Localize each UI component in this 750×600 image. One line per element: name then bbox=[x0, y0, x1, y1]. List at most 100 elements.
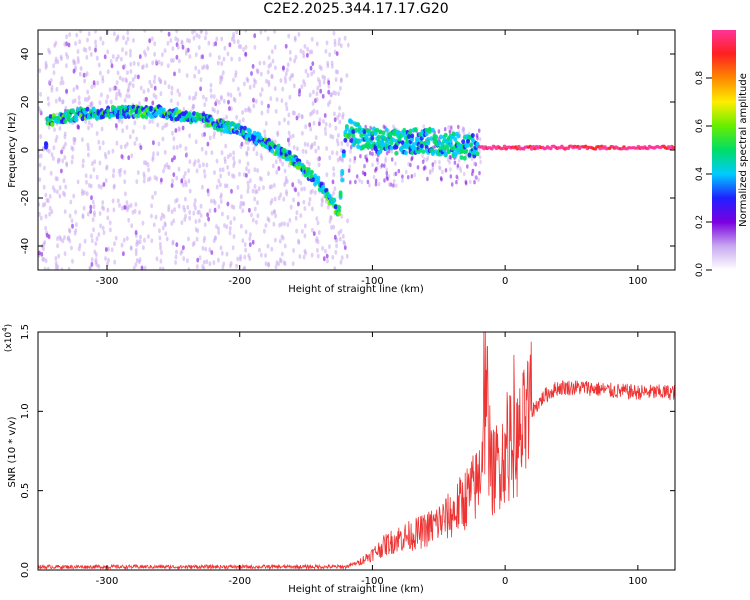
spectrogram-cell bbox=[335, 243, 338, 249]
spectrogram-cell bbox=[131, 83, 135, 88]
spectrogram-cell bbox=[90, 123, 94, 128]
spectrogram-cell bbox=[220, 96, 223, 101]
spectrogram-cell bbox=[243, 81, 246, 87]
spectrogram-cells bbox=[38, 30, 675, 270]
spectrogram-cell bbox=[337, 91, 340, 96]
spectrogram-cell bbox=[267, 261, 270, 267]
spectrogram-cell bbox=[226, 91, 230, 97]
spectrogram-y-axis: -40 -20 0 20 40 bbox=[20, 48, 675, 254]
spectrogram-cell bbox=[278, 120, 281, 126]
spectrogram-cell bbox=[272, 221, 276, 227]
spectrogram-cell bbox=[103, 54, 107, 60]
spectrogram-ridge-cell bbox=[392, 128, 397, 134]
spectrogram-cell bbox=[336, 69, 339, 75]
spectrogram-cell bbox=[272, 183, 276, 188]
spectrogram-cell bbox=[266, 69, 270, 75]
spectrogram-cell bbox=[120, 56, 123, 62]
spectrogram-cell bbox=[371, 162, 374, 168]
spectrogram-cell bbox=[282, 65, 285, 71]
spectrogram-ridge-cell bbox=[362, 129, 367, 135]
spectrogram-cell bbox=[270, 198, 274, 203]
spectrogram-cell bbox=[259, 92, 262, 97]
spectrogram-cell bbox=[256, 213, 260, 219]
spectrogram-ridge-cell bbox=[437, 140, 442, 146]
spectrogram-cell bbox=[44, 214, 48, 219]
spectrogram-cell bbox=[374, 178, 378, 183]
spectrogram-cell bbox=[253, 184, 257, 189]
spectrogram-cell bbox=[132, 265, 136, 270]
spectrogram-ridge-cell bbox=[192, 111, 197, 116]
spectrogram-cell bbox=[182, 204, 186, 210]
spectrogram-cell bbox=[48, 50, 52, 55]
spectrogram-cell bbox=[223, 45, 227, 51]
spectrogram-cell bbox=[365, 153, 369, 159]
spectrogram-ridge-cell bbox=[668, 147, 672, 151]
spectrogram-cell bbox=[274, 109, 278, 114]
spectrogram-cell bbox=[267, 82, 271, 87]
spectrogram-cell bbox=[131, 210, 135, 215]
spectrogram-cell bbox=[332, 172, 336, 177]
spectrogram-cell bbox=[91, 217, 95, 223]
spectrogram-cell bbox=[95, 236, 99, 242]
spectrogram-cell bbox=[107, 246, 110, 252]
spectrogram-ridge-cell bbox=[475, 151, 480, 157]
spectrogram-ridge-cell bbox=[349, 138, 354, 144]
spectrogram-cell bbox=[341, 234, 345, 239]
spectrogram-cell bbox=[380, 163, 384, 168]
spectrogram-ridge-cell bbox=[418, 132, 423, 137]
spectrogram-cell bbox=[248, 207, 251, 213]
spectrogram-cell bbox=[232, 205, 236, 210]
spectrogram-cell bbox=[153, 74, 157, 80]
spectrogram-cell bbox=[89, 183, 93, 189]
spectrogram-cell bbox=[291, 261, 295, 266]
spectrogram-cell bbox=[94, 30, 97, 34]
spectrogram-ridge-cell bbox=[430, 127, 435, 133]
spectrogram-cell bbox=[38, 211, 41, 217]
spectrogram-cell bbox=[38, 250, 41, 256]
spectrogram-cell bbox=[71, 258, 74, 264]
spectrogram-cell bbox=[208, 135, 212, 141]
spectrogram-cell bbox=[111, 198, 115, 204]
spectrogram-cell bbox=[160, 177, 163, 183]
spectrogram-cell bbox=[105, 99, 108, 105]
spectrogram-cell bbox=[336, 157, 340, 163]
spectrogram-cell bbox=[349, 145, 353, 150]
spectrogram-cell bbox=[39, 92, 42, 97]
spectrogram-cell bbox=[277, 166, 281, 171]
spectrogram-cell bbox=[135, 136, 139, 142]
spectrogram-cell bbox=[163, 221, 167, 227]
spectrogram-ridge-cell bbox=[118, 110, 123, 116]
spectrogram-cell bbox=[132, 38, 135, 43]
spectrogram-cell bbox=[123, 98, 127, 103]
spectrogram-cell bbox=[84, 173, 88, 179]
spectrogram-cell bbox=[203, 169, 206, 174]
spectrogram-cell bbox=[220, 131, 223, 137]
spectrogram-cell bbox=[188, 210, 192, 215]
spectrogram-cell bbox=[94, 43, 98, 49]
spectrogram-cell bbox=[270, 73, 274, 79]
spectrogram-cell bbox=[170, 157, 174, 163]
spectrogram-cell bbox=[277, 195, 281, 201]
spectrogram-cell bbox=[54, 98, 58, 104]
spectrogram-cell bbox=[271, 58, 275, 64]
spectrogram-cell bbox=[185, 48, 188, 53]
spectrogram-cell bbox=[100, 184, 103, 190]
spectrogram-cell bbox=[204, 97, 208, 102]
spectrogram-cell bbox=[120, 119, 124, 125]
spectrogram-cell bbox=[196, 228, 200, 234]
spectrogram-cell bbox=[118, 203, 121, 208]
spectrogram-cell bbox=[210, 250, 214, 255]
spectrogram-cell bbox=[330, 225, 333, 230]
spectrogram-cell bbox=[56, 236, 59, 242]
spectrogram-cell bbox=[201, 65, 205, 71]
spectrogram-cell bbox=[363, 163, 366, 169]
spectrogram-cell bbox=[392, 183, 395, 188]
spectrogram-cell bbox=[159, 245, 163, 251]
spectrogram-cell bbox=[328, 99, 332, 105]
spectrogram-cell bbox=[225, 224, 229, 230]
spectrogram-cell bbox=[112, 173, 115, 179]
spectrogram-cell bbox=[312, 69, 316, 75]
spectrogram-ridge-cell bbox=[344, 126, 349, 132]
spectrogram-cell bbox=[324, 248, 327, 254]
spectrogram-cell bbox=[239, 204, 242, 210]
